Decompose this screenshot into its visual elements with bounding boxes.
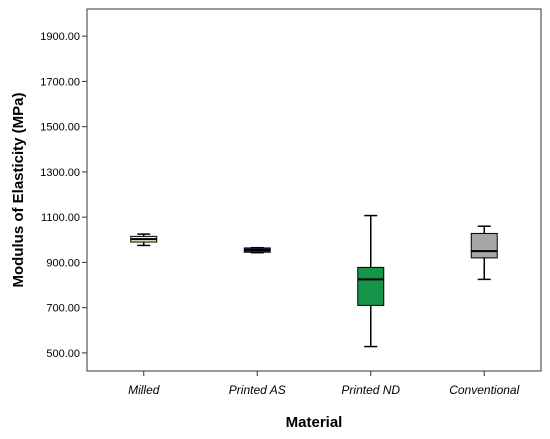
y-tick-label: 500.00 (46, 348, 80, 360)
x-tick-label: Printed AS (229, 383, 286, 397)
iqr-box (357, 266, 385, 306)
x-tick-label: Printed ND (341, 383, 400, 397)
y-tick-label: 700.00 (46, 303, 80, 315)
box-printed-as (243, 246, 271, 254)
y-axis-title: Modulus of Elasticity (MPa) (10, 92, 27, 287)
iqr-box (470, 232, 498, 259)
y-tick-label: 900.00 (46, 257, 80, 269)
x-axis-title: Material (286, 414, 343, 431)
y-tick-label: 1700.00 (40, 76, 80, 88)
x-tick-label: Milled (128, 383, 160, 397)
boxes-layer (130, 214, 498, 348)
x-tick-label: Conventional (449, 383, 519, 397)
y-tick-label: 1900.00 (40, 31, 80, 43)
x-axis-ticks: Milled Printed AS Printed ND Conventional (128, 371, 520, 397)
plot-frame (86, 8, 542, 372)
y-tick-label: 1300.00 (40, 167, 80, 179)
y-axis-ticks: 500.00 700.00 900.00 1100.00 1300.00 1500.00 1… (40, 31, 87, 360)
box-conventional (470, 225, 498, 281)
y-tick-label: 1100.00 (41, 212, 80, 224)
y-tick-label: 1500.00 (40, 122, 80, 134)
box-milled (130, 233, 158, 247)
box-printed-nd (357, 214, 385, 348)
